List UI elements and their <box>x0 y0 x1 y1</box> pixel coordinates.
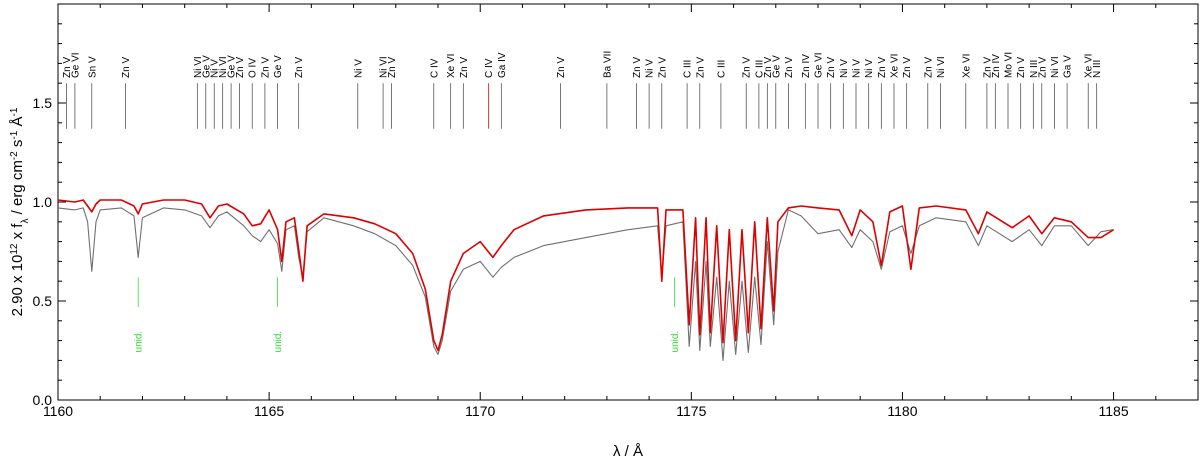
line-id-label: Zn V <box>923 57 934 78</box>
line-id-label: Zn V <box>784 57 795 78</box>
line-id-label: C IV <box>484 58 495 78</box>
line-id-label: Zn V <box>763 57 774 78</box>
line-id-label: C III <box>683 60 694 78</box>
line-id-label: O IV <box>248 58 259 78</box>
unid-label: unid. <box>670 331 681 353</box>
line-id-label: Xe VI <box>961 54 972 78</box>
line-id-label: Ni V <box>852 59 863 78</box>
line-id-label: Zn V <box>877 57 888 78</box>
line-id-label: N III <box>1092 60 1103 78</box>
line-id-label: Ge V <box>201 55 212 78</box>
x-axis: 1160 1165 1170 1175 1180 1185 <box>43 4 1199 419</box>
line-id-label: Ni V <box>210 59 221 78</box>
model-spectrum-line <box>57 199 1115 352</box>
x-tick-label: 1170 <box>465 403 495 419</box>
observed-spectrum-line <box>57 207 1114 361</box>
line-id-label: Ni VI <box>193 56 204 78</box>
line-id-label: Zn V <box>387 57 398 78</box>
x-tick-label: 1165 <box>254 403 284 419</box>
line-id-label: Ga V <box>1063 55 1074 78</box>
line-id-label: Sn V <box>87 56 98 78</box>
line-id-label: Zn V <box>235 57 246 78</box>
line-id-label: Ni VI <box>936 56 947 78</box>
spectrum-series <box>57 199 1115 361</box>
line-id-label: Zn IV <box>801 54 812 78</box>
line-id-label: Zn V <box>902 57 913 78</box>
line-id-label: Zn V <box>695 57 706 78</box>
line-id-label: Zn V <box>742 57 753 78</box>
line-id-label: Ge V <box>771 55 782 78</box>
line-id-label: Zn V <box>1016 57 1027 78</box>
line-id-label: Zn V <box>982 57 993 78</box>
y-tick-label: 1.5 <box>33 95 53 111</box>
line-id-label: Ge V <box>273 55 284 78</box>
line-id-label: Xe VI <box>1084 54 1095 78</box>
y-axis: 0.0 0.5 1.0 1.5 <box>33 23 1198 408</box>
line-id-label: Ge VI <box>70 52 81 78</box>
unidentified-markers: unid. unid. unid. <box>134 277 681 352</box>
line-id-label: C III <box>754 60 765 78</box>
line-id-label: Ge V <box>227 55 238 78</box>
line-id-label: Zn V <box>826 57 837 78</box>
line-id-label: Ni VI <box>218 56 229 78</box>
line-id-label: Ni V <box>839 59 850 78</box>
line-id-label: Zn V <box>657 57 668 78</box>
line-id-label: Zn IV <box>991 54 1002 78</box>
x-tick-label: 1160 <box>43 403 73 419</box>
line-id-label: Xe VI <box>446 54 457 78</box>
line-id-label: Xe VI <box>890 54 901 78</box>
line-id-label: Zn V <box>294 57 305 78</box>
unid-label: unid. <box>134 331 145 353</box>
x-tick-label: 1180 <box>887 403 917 419</box>
line-id-label: Ni VI <box>1050 56 1061 78</box>
line-id-label: Mo VI <box>1004 52 1015 78</box>
line-id-label: Zn V <box>1037 57 1048 78</box>
line-id-label: Ni V <box>864 59 875 78</box>
line-id-label: Ga IV <box>497 52 508 78</box>
line-id-label: Zn V <box>62 57 73 78</box>
line-id-label: Ni VI <box>379 56 390 78</box>
line-id-label: Ni V <box>353 59 364 78</box>
x-tick-label: 1175 <box>676 403 706 419</box>
y-tick-label: 0.5 <box>33 293 53 309</box>
line-id-label: Zn V <box>632 57 643 78</box>
line-id-label: Zn V <box>556 57 567 78</box>
line-id-label: Ba VII <box>602 51 613 78</box>
x-tick-label: 1185 <box>1099 403 1129 419</box>
line-id-label: Zn V <box>260 57 271 78</box>
line-id-label: Ni V <box>645 59 656 78</box>
line-id-label: Zn V <box>459 57 470 78</box>
line-id-label: Ge VI <box>814 52 825 78</box>
x-axis-title: λ / Å <box>613 443 643 460</box>
y-tick-label: 0.0 <box>33 392 53 408</box>
line-id-label: Zn V <box>121 57 132 78</box>
line-id-label: N III <box>1029 60 1040 78</box>
unid-label: unid. <box>273 331 284 353</box>
line-id-label: C III <box>716 60 727 78</box>
line-id-label: C IV <box>429 58 440 78</box>
y-tick-label: 1.0 <box>33 194 53 210</box>
y-axis-title: 2.90 x 1012 x fλ / erg cm-2 s-1 Å-1 <box>9 107 31 316</box>
